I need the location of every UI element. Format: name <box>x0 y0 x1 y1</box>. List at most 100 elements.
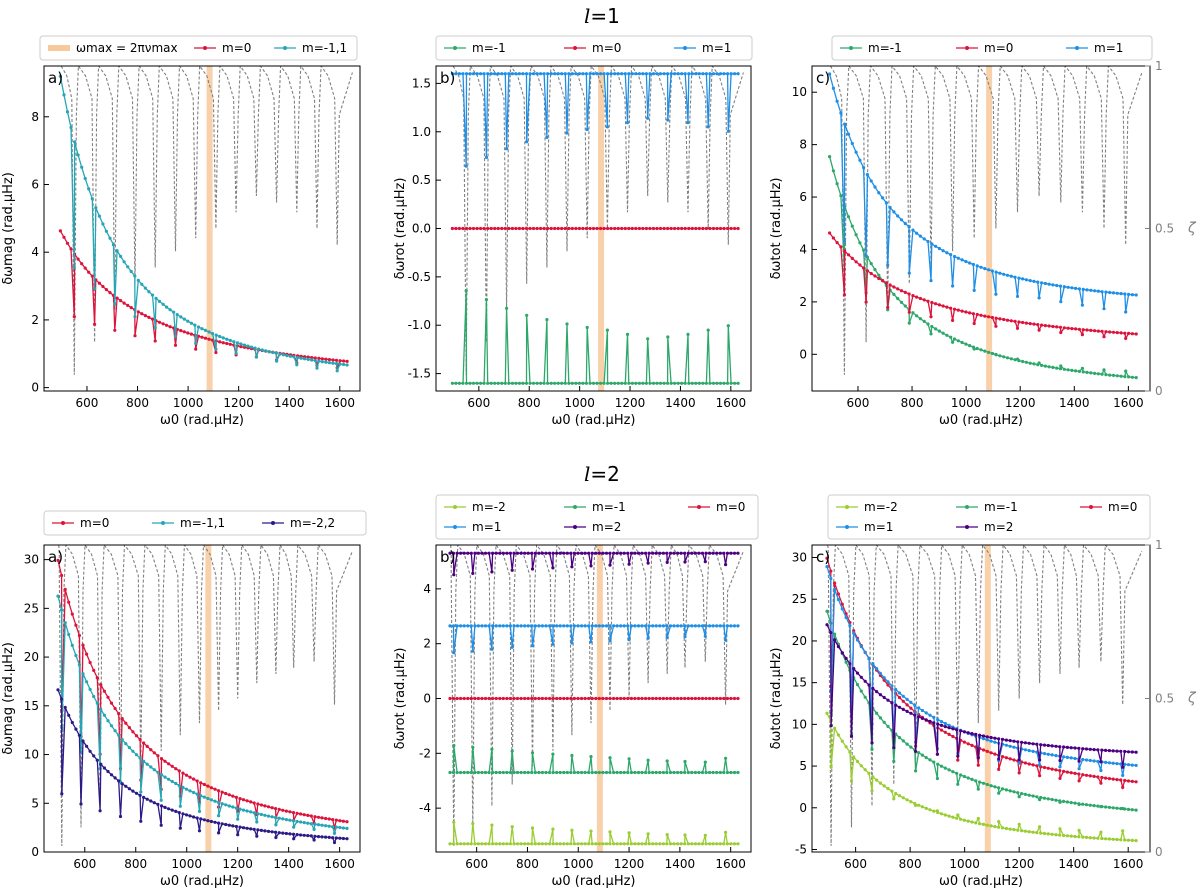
data-point <box>966 776 970 780</box>
data-point <box>570 828 574 832</box>
data-point <box>951 727 955 731</box>
data-point <box>539 381 543 385</box>
plot-area <box>828 66 1143 391</box>
data-point <box>679 624 683 628</box>
data-point <box>72 315 76 319</box>
legend-marker <box>697 505 701 509</box>
data-point <box>1124 310 1128 314</box>
data-point <box>1077 746 1081 751</box>
data-point <box>989 751 993 755</box>
data-point <box>514 72 518 76</box>
data-point <box>840 651 844 655</box>
data-point <box>892 797 896 801</box>
data-point <box>242 345 247 349</box>
data-point <box>700 624 705 628</box>
data-point <box>646 561 650 565</box>
data-point <box>865 173 870 177</box>
data-point <box>168 308 172 312</box>
data-point <box>508 696 512 701</box>
data-point <box>589 564 593 568</box>
data-point <box>306 357 310 361</box>
y-tick-label: 0.5 <box>412 173 431 187</box>
data-point <box>615 770 619 775</box>
data-point <box>1119 374 1123 378</box>
data-point <box>1134 750 1138 754</box>
data-point <box>1119 778 1123 782</box>
data-point <box>708 696 712 701</box>
y-tick-label: 0.0 <box>412 222 431 236</box>
data-point <box>70 720 74 725</box>
data-point <box>636 770 641 775</box>
data-point <box>651 842 655 846</box>
series-line-m=1 <box>452 73 739 167</box>
data-point <box>565 696 569 701</box>
data-point <box>316 835 321 839</box>
data-point <box>1059 364 1063 368</box>
data-point <box>979 265 983 269</box>
data-point <box>947 723 951 727</box>
data-point <box>1121 773 1125 778</box>
data-point <box>524 72 529 76</box>
data-point <box>1043 281 1047 286</box>
data-point <box>1096 748 1100 752</box>
data-point <box>498 770 502 775</box>
data-point <box>163 775 167 779</box>
data-point <box>192 790 196 795</box>
data-point <box>833 726 837 730</box>
data-point <box>156 754 160 758</box>
data-point <box>718 624 722 628</box>
data-point <box>530 644 535 648</box>
data-point <box>1017 320 1021 324</box>
data-point <box>466 842 470 846</box>
data-point <box>120 782 124 786</box>
data-point <box>951 734 955 739</box>
data-point <box>199 781 203 785</box>
legend-label: m=0 <box>80 516 109 530</box>
data-point <box>708 770 712 775</box>
data-point <box>471 745 475 749</box>
data-point <box>271 350 275 355</box>
data-point <box>450 381 454 385</box>
data-point <box>473 624 477 628</box>
x-tick-label: 1000 <box>173 396 204 410</box>
data-point <box>461 381 465 385</box>
data-point <box>979 348 983 352</box>
data-point <box>1100 804 1104 809</box>
data-point <box>1119 838 1123 842</box>
data-point <box>640 551 644 555</box>
data-point <box>976 763 980 767</box>
data-point <box>703 833 707 838</box>
data-point <box>736 551 740 555</box>
legend-label: m=0 <box>222 41 251 55</box>
data-point <box>1017 359 1021 363</box>
data-point <box>480 551 484 555</box>
data-point <box>345 837 349 841</box>
data-point <box>955 771 959 776</box>
data-point <box>1012 758 1016 762</box>
data-point <box>93 322 97 326</box>
y-tick-label: 10 <box>792 717 807 731</box>
data-point <box>1058 325 1063 329</box>
data-point <box>1073 746 1077 750</box>
data-point <box>585 127 589 132</box>
data-point <box>601 842 605 846</box>
data-point <box>515 551 520 555</box>
data-point <box>510 749 514 753</box>
data-point <box>897 736 902 740</box>
data-point <box>217 831 221 835</box>
series-line-m=-1 <box>452 290 739 384</box>
data-point <box>644 226 649 231</box>
data-point <box>715 551 719 555</box>
data-point <box>956 813 960 817</box>
y-tick-label: -0.5 <box>408 270 431 284</box>
data-point <box>65 241 70 245</box>
data-point <box>126 303 130 307</box>
data-point <box>676 770 680 775</box>
data-point <box>928 713 932 717</box>
data-point <box>264 349 268 353</box>
data-point <box>1070 327 1074 331</box>
data-point <box>466 624 470 628</box>
data-point <box>540 551 545 555</box>
data-point <box>1015 326 1020 330</box>
data-point <box>217 821 221 825</box>
